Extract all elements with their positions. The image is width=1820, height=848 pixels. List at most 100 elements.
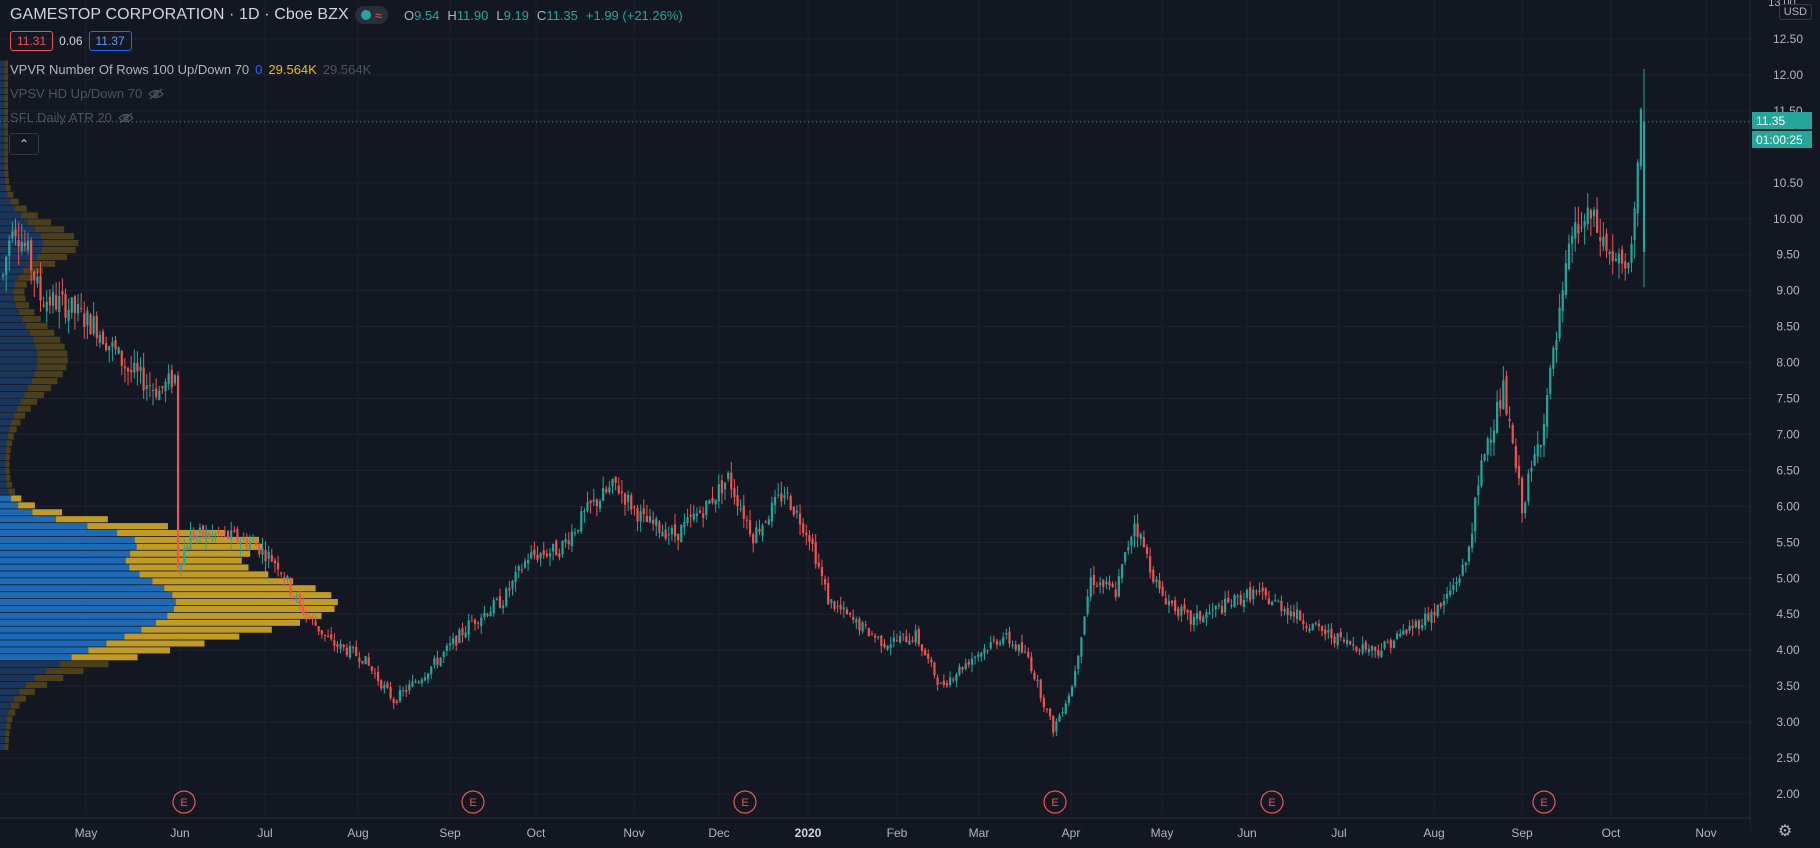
candle-body bbox=[1642, 121, 1646, 252]
volume-profile-bar-down bbox=[40, 233, 75, 240]
candle-body bbox=[86, 310, 89, 326]
volume-profile-bar-down bbox=[71, 654, 138, 661]
volume-profile-bar-up bbox=[0, 674, 35, 682]
bid-button[interactable]: 11.31 bbox=[10, 31, 54, 51]
ask-button[interactable]: 11.37 bbox=[88, 31, 132, 51]
price-tick-label: 10.50 bbox=[1773, 176, 1803, 190]
time-axis[interactable]: May Jun Jul Aug Sep Oct Nov Dec 2020 Feb Mar Apr May… bbox=[0, 817, 1750, 848]
market-status-pill[interactable]: ≈ bbox=[354, 6, 388, 24]
time-axis-bg bbox=[0, 818, 1750, 848]
candle-body bbox=[855, 619, 858, 623]
hidden-eye-icon[interactable] bbox=[118, 112, 134, 124]
settings-gear-icon[interactable]: ⚙ bbox=[1777, 823, 1793, 840]
volume-profile-bar-down bbox=[16, 405, 31, 412]
volume-profile-bar-up bbox=[0, 391, 25, 399]
candle-body bbox=[830, 599, 833, 603]
candle-body bbox=[323, 634, 327, 636]
candle-body bbox=[820, 567, 824, 577]
candle-body bbox=[908, 640, 911, 645]
candle-body bbox=[623, 493, 627, 505]
candle-body bbox=[1521, 478, 1524, 514]
volume-profile-bar-down bbox=[24, 391, 45, 399]
candle-body bbox=[723, 482, 727, 490]
volume-profile-bar-down bbox=[173, 605, 335, 612]
candle-body bbox=[470, 620, 473, 622]
volume-profile-bar-down bbox=[10, 198, 19, 205]
candle-body bbox=[195, 535, 198, 538]
candle-body bbox=[311, 616, 314, 619]
candle-body bbox=[1124, 552, 1127, 563]
candle-body bbox=[886, 645, 889, 650]
candle-body bbox=[977, 654, 980, 657]
volume-profile-bar-down bbox=[4, 129, 9, 136]
volume-profile-bar-down bbox=[87, 523, 168, 530]
symbol-title[interactable]: GAMESTOP CORPORATION · 1D · Cboe BZX bbox=[10, 6, 349, 24]
candle-body bbox=[11, 231, 14, 239]
candle-body bbox=[1464, 562, 1467, 566]
price-tick-label: 7.00 bbox=[1776, 427, 1800, 441]
hidden-eye-icon[interactable] bbox=[148, 88, 165, 100]
earnings-marker-icon bbox=[1532, 790, 1556, 814]
volume-profile-bar-down bbox=[4, 60, 8, 67]
time-tick-label: Feb bbox=[887, 826, 908, 840]
candle-body bbox=[1302, 620, 1305, 625]
candle-body bbox=[995, 640, 999, 645]
time-tick-label: Sep bbox=[1511, 826, 1533, 840]
candle-body bbox=[273, 560, 277, 564]
candle-body bbox=[330, 634, 333, 640]
candle-body bbox=[617, 485, 620, 494]
candle-body bbox=[1211, 609, 1214, 611]
candle-body bbox=[642, 508, 645, 514]
candle-body bbox=[1561, 290, 1564, 312]
candle-body bbox=[1167, 600, 1170, 606]
volume-profile-bar-down bbox=[4, 150, 9, 157]
candle-body bbox=[1074, 671, 1077, 686]
volume-profile-bar-down bbox=[20, 398, 38, 405]
candle-body bbox=[30, 240, 33, 271]
candle-body bbox=[167, 373, 170, 384]
indicator-vpsv[interactable]: VPSV HD Up/Down 70 bbox=[10, 86, 165, 101]
candle-body bbox=[1067, 695, 1070, 703]
candle-body bbox=[1117, 576, 1120, 597]
candle-body bbox=[286, 575, 289, 580]
candle-body bbox=[539, 553, 542, 559]
collapse-legend-button[interactable]: ⌃ bbox=[9, 133, 39, 155]
candle-body bbox=[339, 643, 342, 649]
price-tick-label: 2.00 bbox=[1776, 787, 1800, 801]
candle-body bbox=[1474, 497, 1477, 532]
price-tick-label: 6.50 bbox=[1776, 463, 1800, 477]
volume-profile-bar-up bbox=[0, 212, 21, 219]
volume-profile-bar-up bbox=[0, 419, 12, 426]
candle-body bbox=[295, 596, 298, 599]
volume-profile-bar-up bbox=[0, 302, 16, 309]
candle-body bbox=[92, 315, 95, 334]
indicator-vpvr[interactable]: VPVR Number Of Rows 100 Up/Down 70 0 29.… bbox=[10, 62, 371, 77]
candle-body bbox=[308, 617, 311, 619]
candle-body bbox=[555, 540, 558, 556]
indicator-atr[interactable]: SFL Daily ATR 20 bbox=[10, 110, 134, 125]
price-tick-label: 7.50 bbox=[1776, 392, 1800, 406]
candle-body bbox=[880, 635, 883, 647]
currency-label[interactable]: USD bbox=[1778, 4, 1812, 20]
candle-body bbox=[364, 655, 367, 665]
volume-profile-bar-down bbox=[4, 177, 10, 185]
candle-body bbox=[702, 513, 705, 519]
earnings-marker-label: E bbox=[180, 797, 187, 809]
volume-profile-bar-down bbox=[4, 136, 9, 143]
volume-profile-bar-up bbox=[0, 329, 30, 336]
candle-body bbox=[233, 530, 236, 532]
candle-body bbox=[1195, 612, 1199, 619]
volume-profile-bar-down bbox=[5, 447, 11, 454]
quote-row: 11.31 0.06 11.37 bbox=[10, 31, 132, 51]
candle-body bbox=[1411, 625, 1414, 629]
candle-body bbox=[1514, 446, 1517, 469]
price-tick-label: 4.00 bbox=[1776, 643, 1800, 657]
candle-body bbox=[630, 495, 633, 510]
volume-profile-bar-up bbox=[0, 88, 5, 95]
volume-profile-bar-down bbox=[14, 295, 26, 302]
candle-body bbox=[489, 611, 492, 617]
candle-body bbox=[1105, 581, 1108, 585]
candle-body bbox=[1083, 616, 1086, 635]
candle-body bbox=[1455, 582, 1458, 585]
